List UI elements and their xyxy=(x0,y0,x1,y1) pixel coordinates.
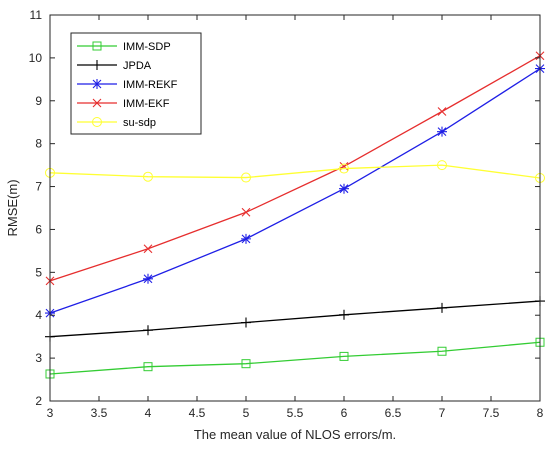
x-tick-label: 5.5 xyxy=(287,406,304,420)
x-axis-label: The mean value of NLOS errors/m. xyxy=(194,427,396,442)
legend-marker xyxy=(92,98,102,108)
y-tick-label: 8 xyxy=(35,137,42,151)
series-line-imm-rekf xyxy=(49,68,541,314)
legend-entry-jpda: JPDA xyxy=(77,60,152,72)
legend: IMM-SDP JPDA IMM-REKF IMM-EKF su-sdp xyxy=(70,32,202,135)
y-tick-label: 2 xyxy=(35,394,42,408)
data-point-imm-sdp xyxy=(143,362,153,372)
data-point-su-sdp xyxy=(339,163,349,174)
y-tick-label: 11 xyxy=(30,8,43,22)
data-point-imm-sdp xyxy=(241,359,251,369)
x-tick-label: 4.5 xyxy=(189,406,206,420)
data-point-imm-rekf xyxy=(437,126,447,137)
data-point-imm-sdp xyxy=(437,346,447,356)
data-point-su-sdp xyxy=(143,171,153,182)
x-tick-label: 5 xyxy=(243,406,250,420)
legend-label: JPDA xyxy=(123,60,152,72)
x-tick-label: 6.5 xyxy=(385,406,402,420)
data-point-jpda xyxy=(143,325,153,336)
series-line-imm-ekf xyxy=(49,55,541,282)
y-tick-label: 9 xyxy=(35,94,42,108)
data-point-imm-rekf xyxy=(143,273,153,284)
data-point-imm-ekf xyxy=(241,207,251,217)
x-tick-label: 4 xyxy=(145,406,152,420)
x-tick-label: 7 xyxy=(439,406,446,420)
data-point-jpda xyxy=(241,317,251,328)
legend-marker xyxy=(92,117,102,127)
legend-marker xyxy=(92,60,102,70)
y-tick-label: 7 xyxy=(35,180,42,194)
data-point-jpda xyxy=(437,302,447,313)
x-tick-label: 6 xyxy=(341,406,348,420)
series-line-imm-sdp xyxy=(49,341,541,375)
series-line-su-sdp xyxy=(49,164,541,179)
data-point-su-sdp xyxy=(437,160,447,171)
data-point-imm-ekf xyxy=(143,244,153,254)
y-tick-label: 5 xyxy=(35,265,42,279)
series-imm-ekf xyxy=(45,51,545,286)
legend-label: IMM-EKF xyxy=(123,98,170,110)
legend-entry-su-sdp: su-sdp xyxy=(77,117,156,129)
x-tick-label: 8 xyxy=(537,406,544,420)
legend-marker xyxy=(92,79,102,89)
legend-entry-imm-rekf: IMM-REKF xyxy=(77,79,178,91)
legend-label: IMM-SDP xyxy=(123,41,171,53)
y-axis-label: RMSE(m) xyxy=(5,179,20,236)
legend-label: IMM-REKF xyxy=(123,79,178,91)
x-tick-label: 7.5 xyxy=(483,406,500,420)
y-tick-label: 6 xyxy=(35,222,42,236)
x-tick-label: 3.5 xyxy=(91,406,108,420)
y-tick-label: 10 xyxy=(29,51,43,65)
y-tick-label: 3 xyxy=(35,351,42,365)
data-point-su-sdp xyxy=(241,172,251,183)
data-point-imm-sdp xyxy=(339,351,349,361)
series-line-jpda xyxy=(49,300,541,338)
series-layer xyxy=(45,51,545,379)
legend-label: su-sdp xyxy=(123,117,156,129)
data-point-imm-rekf xyxy=(241,233,251,244)
legend-entry-imm-sdp: IMM-SDP xyxy=(77,41,171,53)
data-point-jpda xyxy=(339,309,349,320)
data-point-imm-rekf xyxy=(339,183,349,194)
data-point-imm-ekf xyxy=(437,107,447,116)
legend-marker xyxy=(92,41,102,51)
x-tick-label: 3 xyxy=(47,406,54,420)
y-tick-label: 4 xyxy=(35,308,42,322)
legend-entry-imm-ekf: IMM-EKF xyxy=(77,98,170,110)
